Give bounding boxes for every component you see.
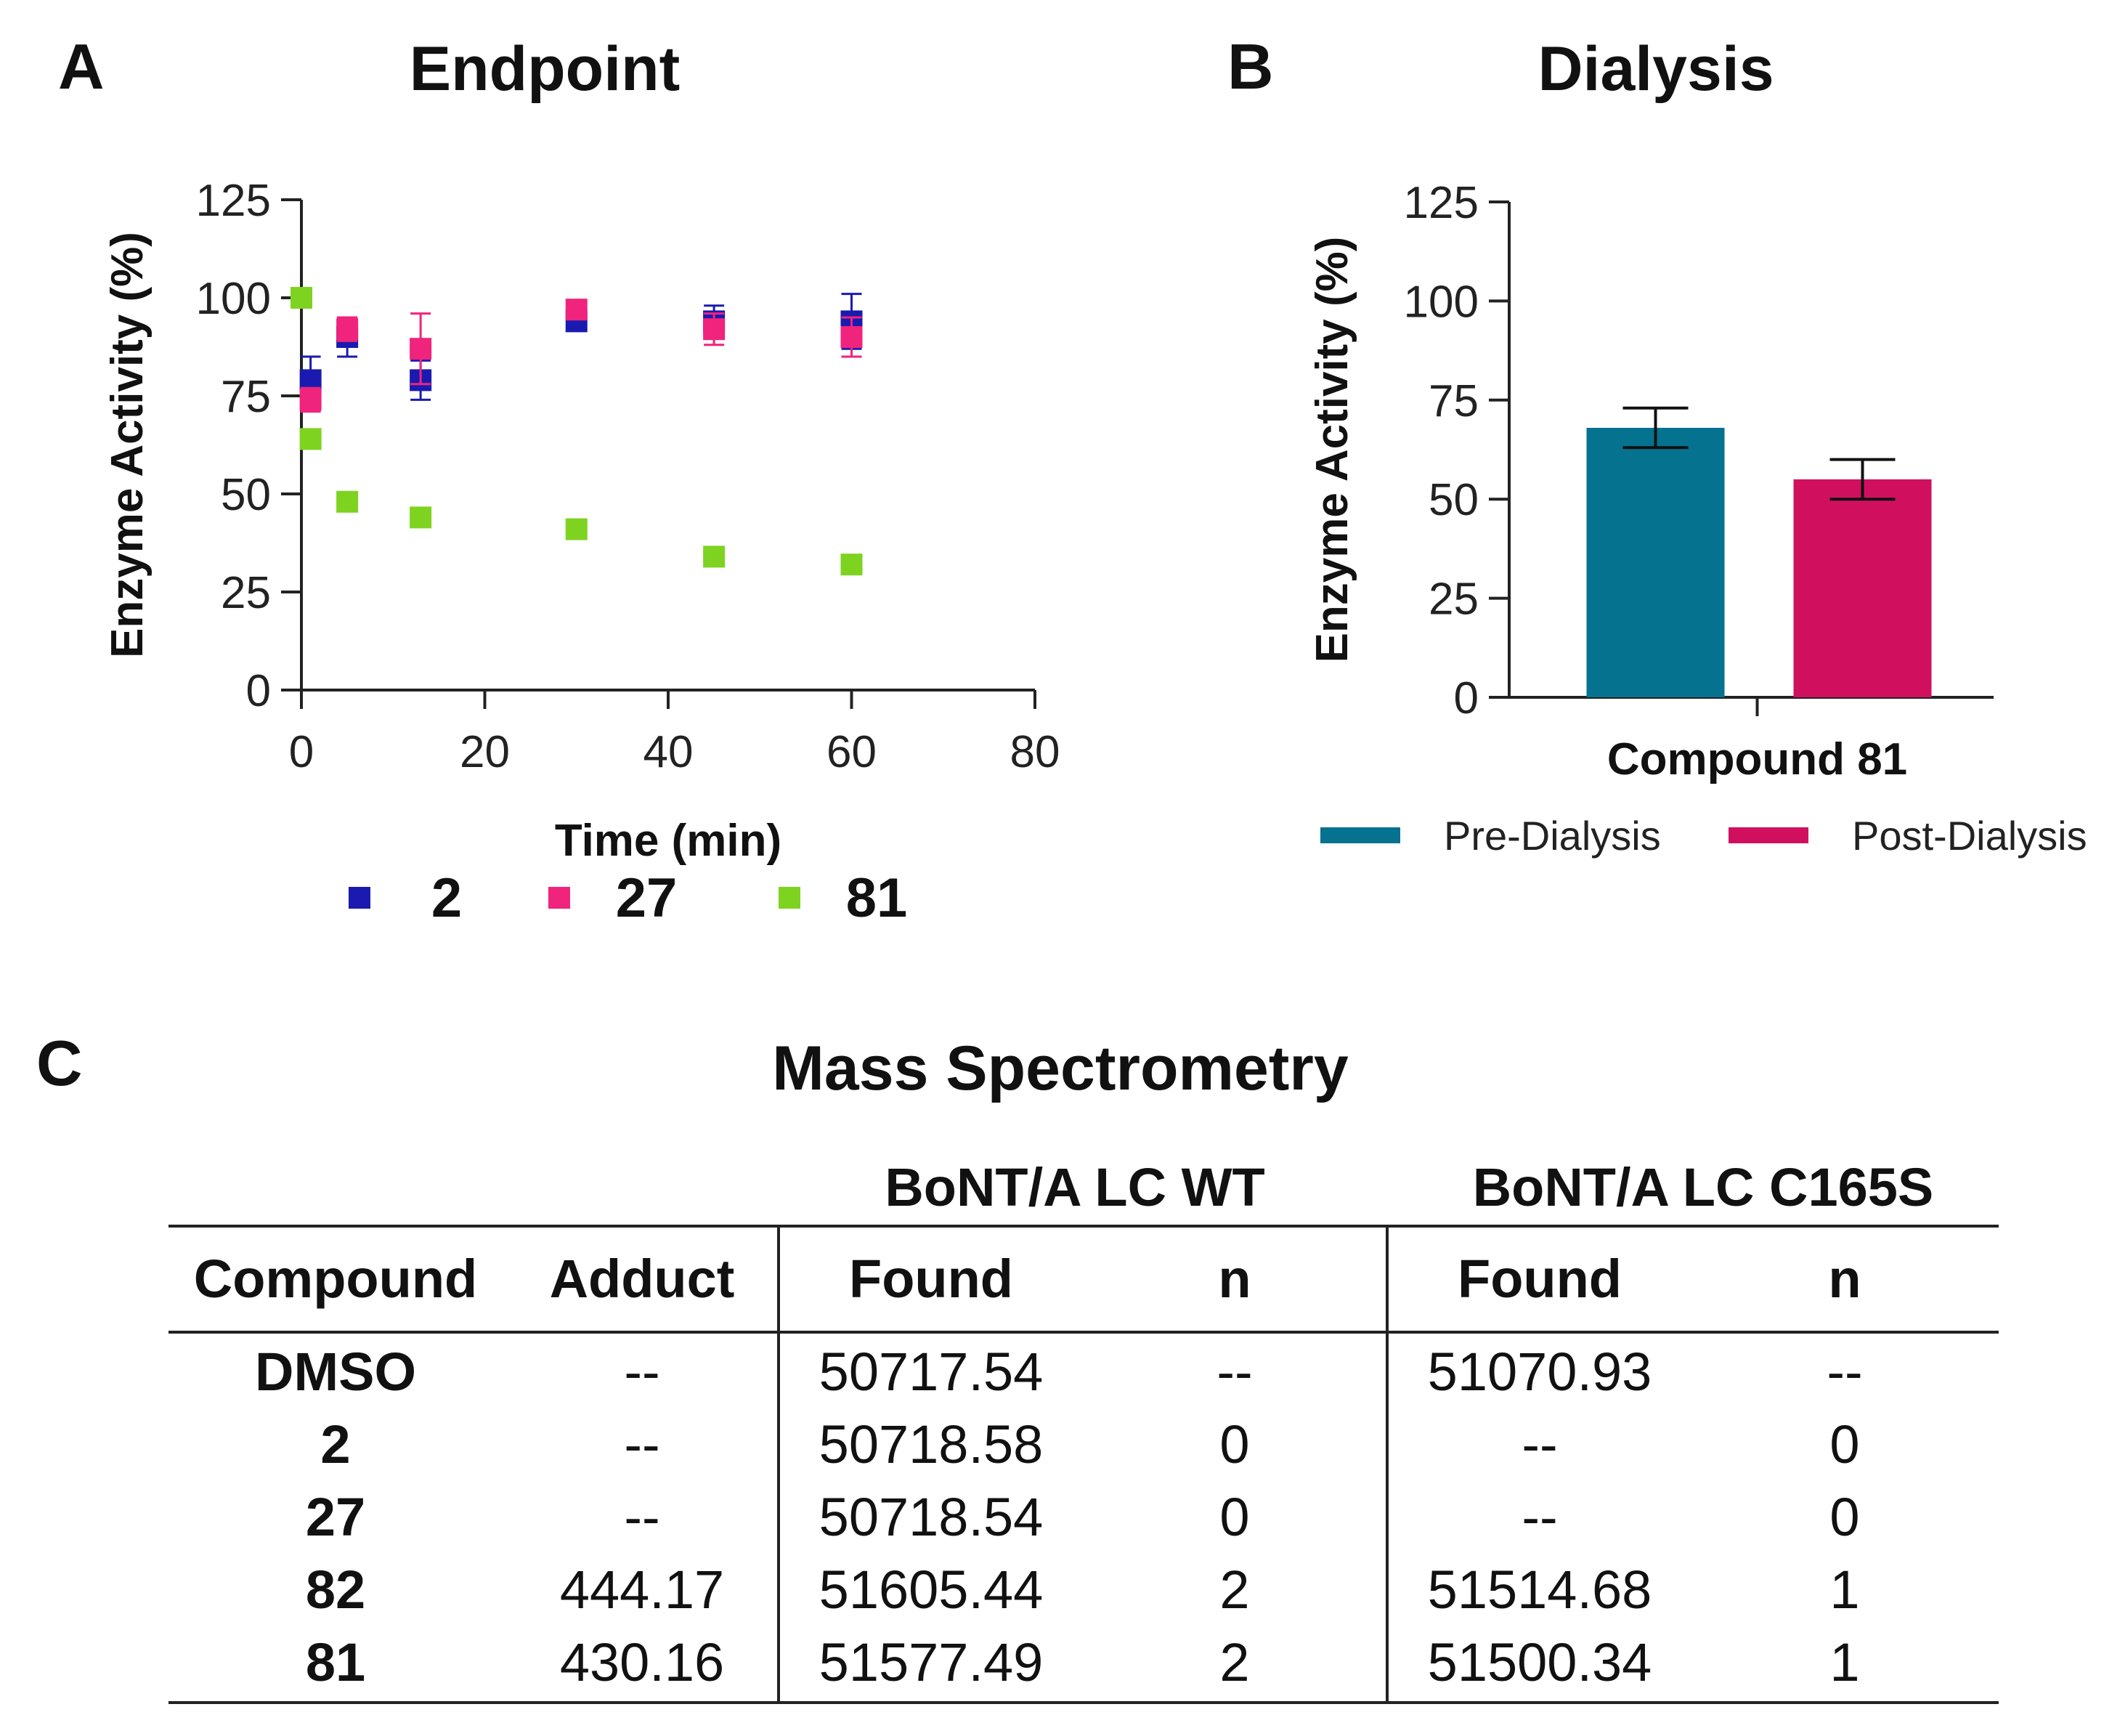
table-bottom-rule	[168, 1701, 1999, 1704]
legend-swatch	[1320, 827, 1400, 843]
panel-a-title: Endpoint	[409, 34, 681, 104]
data-point	[336, 318, 359, 341]
endpoint-chart: 0 25 50 75 100 125 0 20 40 60 80 Time (min) Enzyme A…	[102, 176, 1060, 929]
table-cell-n-c165s: 1	[1829, 1559, 1860, 1620]
panel-b-title: Dialysis	[1538, 34, 1774, 104]
data-point	[410, 338, 432, 360]
x-tick-label: 80	[1010, 727, 1060, 777]
y-tick-label: 25	[221, 568, 271, 618]
table-cell-found-wt: 51605.44	[819, 1559, 1044, 1620]
table-cell-n-wt: 0	[1219, 1487, 1250, 1547]
data-point	[299, 428, 322, 450]
y-axis-title: Enzyme Activity (%)	[1307, 237, 1357, 663]
table-header-rule	[168, 1331, 1999, 1334]
legend-label: 27	[616, 867, 678, 929]
table-cell-n-wt: --	[1216, 1342, 1253, 1402]
panel-c-title: Mass Spectrometry	[772, 1034, 1349, 1103]
table-cell-found-c165s: 51500.34	[1427, 1632, 1652, 1692]
x-tick-label: 0	[289, 727, 314, 777]
group-header-c165s: BoNT/A LC C165S	[1472, 1157, 1934, 1217]
y-tick-label: 0	[246, 666, 271, 716]
legend-label: Pre-Dialysis	[1444, 813, 1661, 859]
x-category-label: Compound 81	[1607, 734, 1907, 784]
table-cell-compound: 82	[305, 1559, 366, 1620]
legend-label: 2	[431, 867, 462, 929]
col-header-found-c165s: Found	[1457, 1249, 1622, 1309]
legend-marker	[548, 887, 570, 909]
table-cell-n-c165s: 0	[1829, 1487, 1860, 1547]
table-cell-compound: 27	[305, 1487, 366, 1547]
data-point	[410, 506, 432, 529]
y-axis-title: Enzyme Activity (%)	[102, 232, 153, 658]
table-divider-left	[777, 1226, 780, 1701]
table-cell-adduct: --	[624, 1487, 660, 1547]
y-tick-label: 125	[196, 176, 271, 226]
y-tick-label: 25	[1429, 575, 1479, 625]
table-divider-right	[1386, 1226, 1389, 1701]
table-cell-n-wt: 2	[1219, 1559, 1250, 1620]
bar	[1793, 479, 1932, 697]
col-header-found-wt: Found	[848, 1249, 1014, 1309]
data-point	[291, 287, 312, 309]
col-header-n-c165s: n	[1828, 1249, 1861, 1309]
table-cell-n-c165s: 0	[1829, 1414, 1860, 1475]
x-tick-label: 60	[826, 727, 877, 777]
table-cell-found-wt: 50718.58	[819, 1414, 1044, 1475]
data-point	[336, 490, 359, 513]
table-cell-found-wt: 50717.54	[819, 1342, 1044, 1402]
panel-a-letter: A	[58, 31, 105, 102]
x-tick-label: 20	[460, 727, 510, 777]
table-cell-found-wt: 50718.54	[819, 1487, 1044, 1547]
table-cell-found-c165s: 51514.68	[1427, 1559, 1652, 1620]
table-cell-found-c165s: --	[1522, 1487, 1558, 1547]
table-cell-adduct: --	[624, 1414, 660, 1475]
y-tick-label: 0	[1454, 673, 1479, 723]
bar	[1586, 427, 1725, 697]
legend-label: Post-Dialysis	[1852, 813, 2087, 859]
y-tick-label: 50	[1429, 475, 1479, 525]
legend-marker	[779, 887, 800, 909]
y-tick-label: 100	[1404, 277, 1479, 327]
table-cell-n-c165s: --	[1827, 1342, 1863, 1402]
data-point	[840, 326, 863, 348]
col-header-compound: Compound	[193, 1249, 478, 1309]
dialysis-chart: 0 25 50 75 100 125 Compound 81 Enzyme Activity …	[1307, 178, 2087, 859]
data-point	[565, 518, 588, 540]
data-point	[840, 553, 863, 576]
x-tick-label: 40	[643, 727, 694, 777]
legend-swatch	[1729, 827, 1808, 843]
data-point	[703, 545, 726, 568]
table-cell-found-c165s: 51070.93	[1427, 1342, 1652, 1402]
table-cell-adduct: 430.16	[559, 1632, 725, 1692]
table-cell-compound: 81	[305, 1632, 366, 1692]
table-cell-found-c165s: --	[1522, 1414, 1558, 1475]
col-header-adduct: Adduct	[549, 1249, 735, 1309]
legend-marker	[349, 887, 370, 909]
table-cell-found-wt: 51577.49	[819, 1632, 1044, 1692]
data-point	[703, 318, 726, 341]
panel-b-letter: B	[1227, 31, 1274, 102]
table-cell-n-wt: 0	[1219, 1414, 1250, 1475]
data-point	[565, 299, 588, 321]
y-tick-label: 125	[1404, 178, 1479, 228]
table-cell-adduct: 444.17	[559, 1559, 725, 1620]
table-cell-n-c165s: 1	[1829, 1632, 1860, 1692]
y-tick-label: 50	[221, 470, 271, 520]
col-header-n-wt: n	[1218, 1249, 1251, 1309]
y-tick-label: 75	[221, 372, 271, 422]
table-cell-compound: DMSO	[255, 1342, 416, 1402]
x-axis-title: Time (min)	[555, 816, 781, 866]
table-cell-compound: 2	[320, 1414, 351, 1475]
table-top-rule	[168, 1225, 1999, 1228]
table-cell-adduct: --	[624, 1342, 660, 1402]
data-point	[299, 389, 322, 411]
y-tick-label: 100	[196, 274, 271, 324]
panel-c-letter: C	[36, 1027, 83, 1099]
y-tick-label: 75	[1429, 376, 1479, 426]
table-cell-n-wt: 2	[1219, 1632, 1250, 1692]
legend-label: 81	[846, 867, 908, 929]
group-header-wt: BoNT/A LC WT	[885, 1157, 1265, 1217]
